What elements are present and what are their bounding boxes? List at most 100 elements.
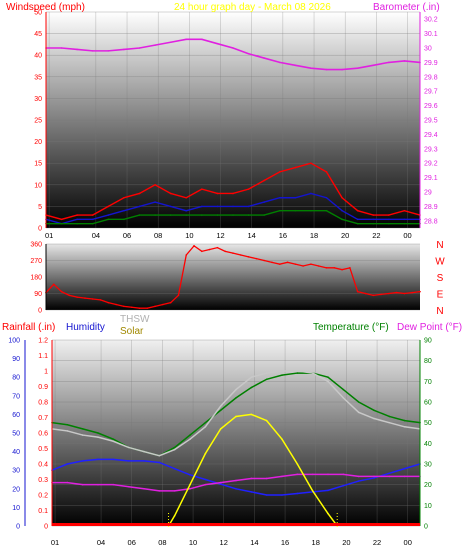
panel3-x-tick-label: 22: [373, 538, 381, 547]
panel3-point: [265, 477, 268, 480]
panel2-compass-label: W: [435, 257, 445, 268]
panel1-point: [60, 218, 63, 221]
panel3-point: [388, 475, 391, 478]
panel1-point: [232, 47, 234, 49]
panel3-point: [373, 477, 375, 479]
panel3-point: [66, 481, 69, 484]
panel3-point: [265, 419, 268, 422]
panel3-point: [143, 460, 145, 462]
humidity-tick-label: 0.2: [38, 493, 48, 500]
panel3-point: [281, 438, 283, 441]
panel3-point: [296, 473, 299, 476]
panel1-right-tick-label: 29.3: [424, 146, 438, 153]
panel1-point: [169, 192, 172, 195]
panel1-right-tick-label: 29.6: [424, 103, 438, 110]
panel3-point: [143, 488, 145, 490]
panel2-point: [294, 263, 297, 265]
rain-tick-label: 70: [12, 393, 20, 400]
panel2-left-tick-label: 90: [34, 291, 42, 298]
rain-tick-label: 100: [8, 338, 20, 345]
panel2-point: [185, 254, 188, 256]
panel1-x-tick-label: 18: [310, 231, 318, 240]
panel2-left-tick-label: 180: [30, 275, 42, 282]
panel2-point: [115, 303, 117, 306]
panel1-point: [294, 166, 297, 169]
temperature-tick-label: 0: [424, 524, 428, 531]
panel3-point: [81, 483, 84, 486]
panel2-grid: [46, 243, 420, 311]
panel1-point: [356, 67, 359, 69]
panel3-point: [81, 428, 84, 430]
panel3-point: [158, 490, 161, 492]
panel1-point: [388, 61, 390, 64]
panel2-point: [216, 246, 219, 249]
panel2-compass-label: E: [437, 290, 444, 301]
panel1-point: [232, 214, 234, 216]
panel1-right-tick-label: 29.8: [424, 74, 438, 81]
panel1-point: [278, 209, 281, 212]
panel1-point: [341, 209, 343, 212]
panel2-point: [302, 265, 304, 267]
panel2-point: [224, 250, 227, 253]
panel1-point: [247, 52, 250, 55]
panel3-point: [219, 483, 222, 485]
panel3-point: [327, 380, 329, 383]
panel3-point: [204, 426, 207, 428]
panel3-point: [342, 473, 345, 476]
temperature-tick-label: 40: [424, 441, 432, 448]
panel2-point: [84, 297, 86, 299]
rain-tick-label: 80: [12, 375, 20, 382]
panel3-point: [296, 463, 299, 465]
humidity-tick-label: 0: [44, 524, 48, 531]
panel1-point: [388, 218, 390, 221]
panel1-x-tick-label: 01: [45, 231, 53, 240]
panel3-point: [173, 467, 176, 470]
panel2-point: [388, 292, 390, 295]
panel3-point: [204, 452, 207, 455]
panel1-point: [91, 218, 94, 221]
panel1-left-tick-label: 5: [38, 204, 42, 211]
panel3-point: [281, 475, 283, 478]
panel3-point: [189, 488, 191, 490]
panel3-point: [342, 388, 345, 391]
panel1-left-tick-label: 20: [34, 139, 42, 146]
panel1-right-tick-label: 29.5: [424, 118, 438, 125]
panel1-point: [372, 214, 375, 216]
panel1-point: [341, 196, 343, 199]
panel3-point: [173, 448, 176, 451]
panel1-left-tick-label: 0: [38, 226, 42, 233]
humidity-tick-label: 1: [44, 369, 48, 376]
panel2-point: [278, 263, 281, 265]
panel2-point: [76, 296, 78, 298]
panel1-point: [341, 218, 343, 221]
temperature-label: Temperature (°F): [313, 322, 389, 333]
panel1-right-tick-label: 29.9: [424, 60, 438, 67]
panel3-point: [265, 494, 268, 496]
rain-tick-label: 90: [12, 356, 20, 363]
panel3-point: [143, 450, 145, 453]
humidity-tick-label: 0.3: [38, 477, 48, 484]
panel3-x-tick-label: 08: [158, 538, 166, 547]
panel2-point: [169, 301, 172, 304]
panel2-point: [286, 261, 289, 264]
panel3-point: [265, 378, 268, 381]
panel1-point: [247, 188, 250, 190]
dewpoint-label: Dew Point (°F): [397, 322, 462, 333]
panel1-point: [201, 38, 203, 41]
panel3-point: [189, 434, 191, 436]
humidity-tick-label: 1.1: [38, 353, 48, 360]
panel3-x-tick-label: 16: [281, 538, 289, 547]
panel3-point: [250, 477, 253, 480]
panel1-point: [107, 50, 110, 52]
panel3-point: [388, 472, 391, 475]
panel3-point: [204, 421, 207, 424]
humidity-tick-label: 0.6: [38, 431, 48, 438]
barometer-label: Barometer (.in): [373, 2, 440, 13]
panel3-point: [204, 483, 207, 486]
panel1-x-tick-label: 22: [372, 231, 380, 240]
panel3-point: [265, 372, 268, 374]
panel3-point: [158, 461, 161, 464]
panel3-point: [250, 491, 253, 493]
rain-tick-label: 60: [12, 412, 20, 419]
